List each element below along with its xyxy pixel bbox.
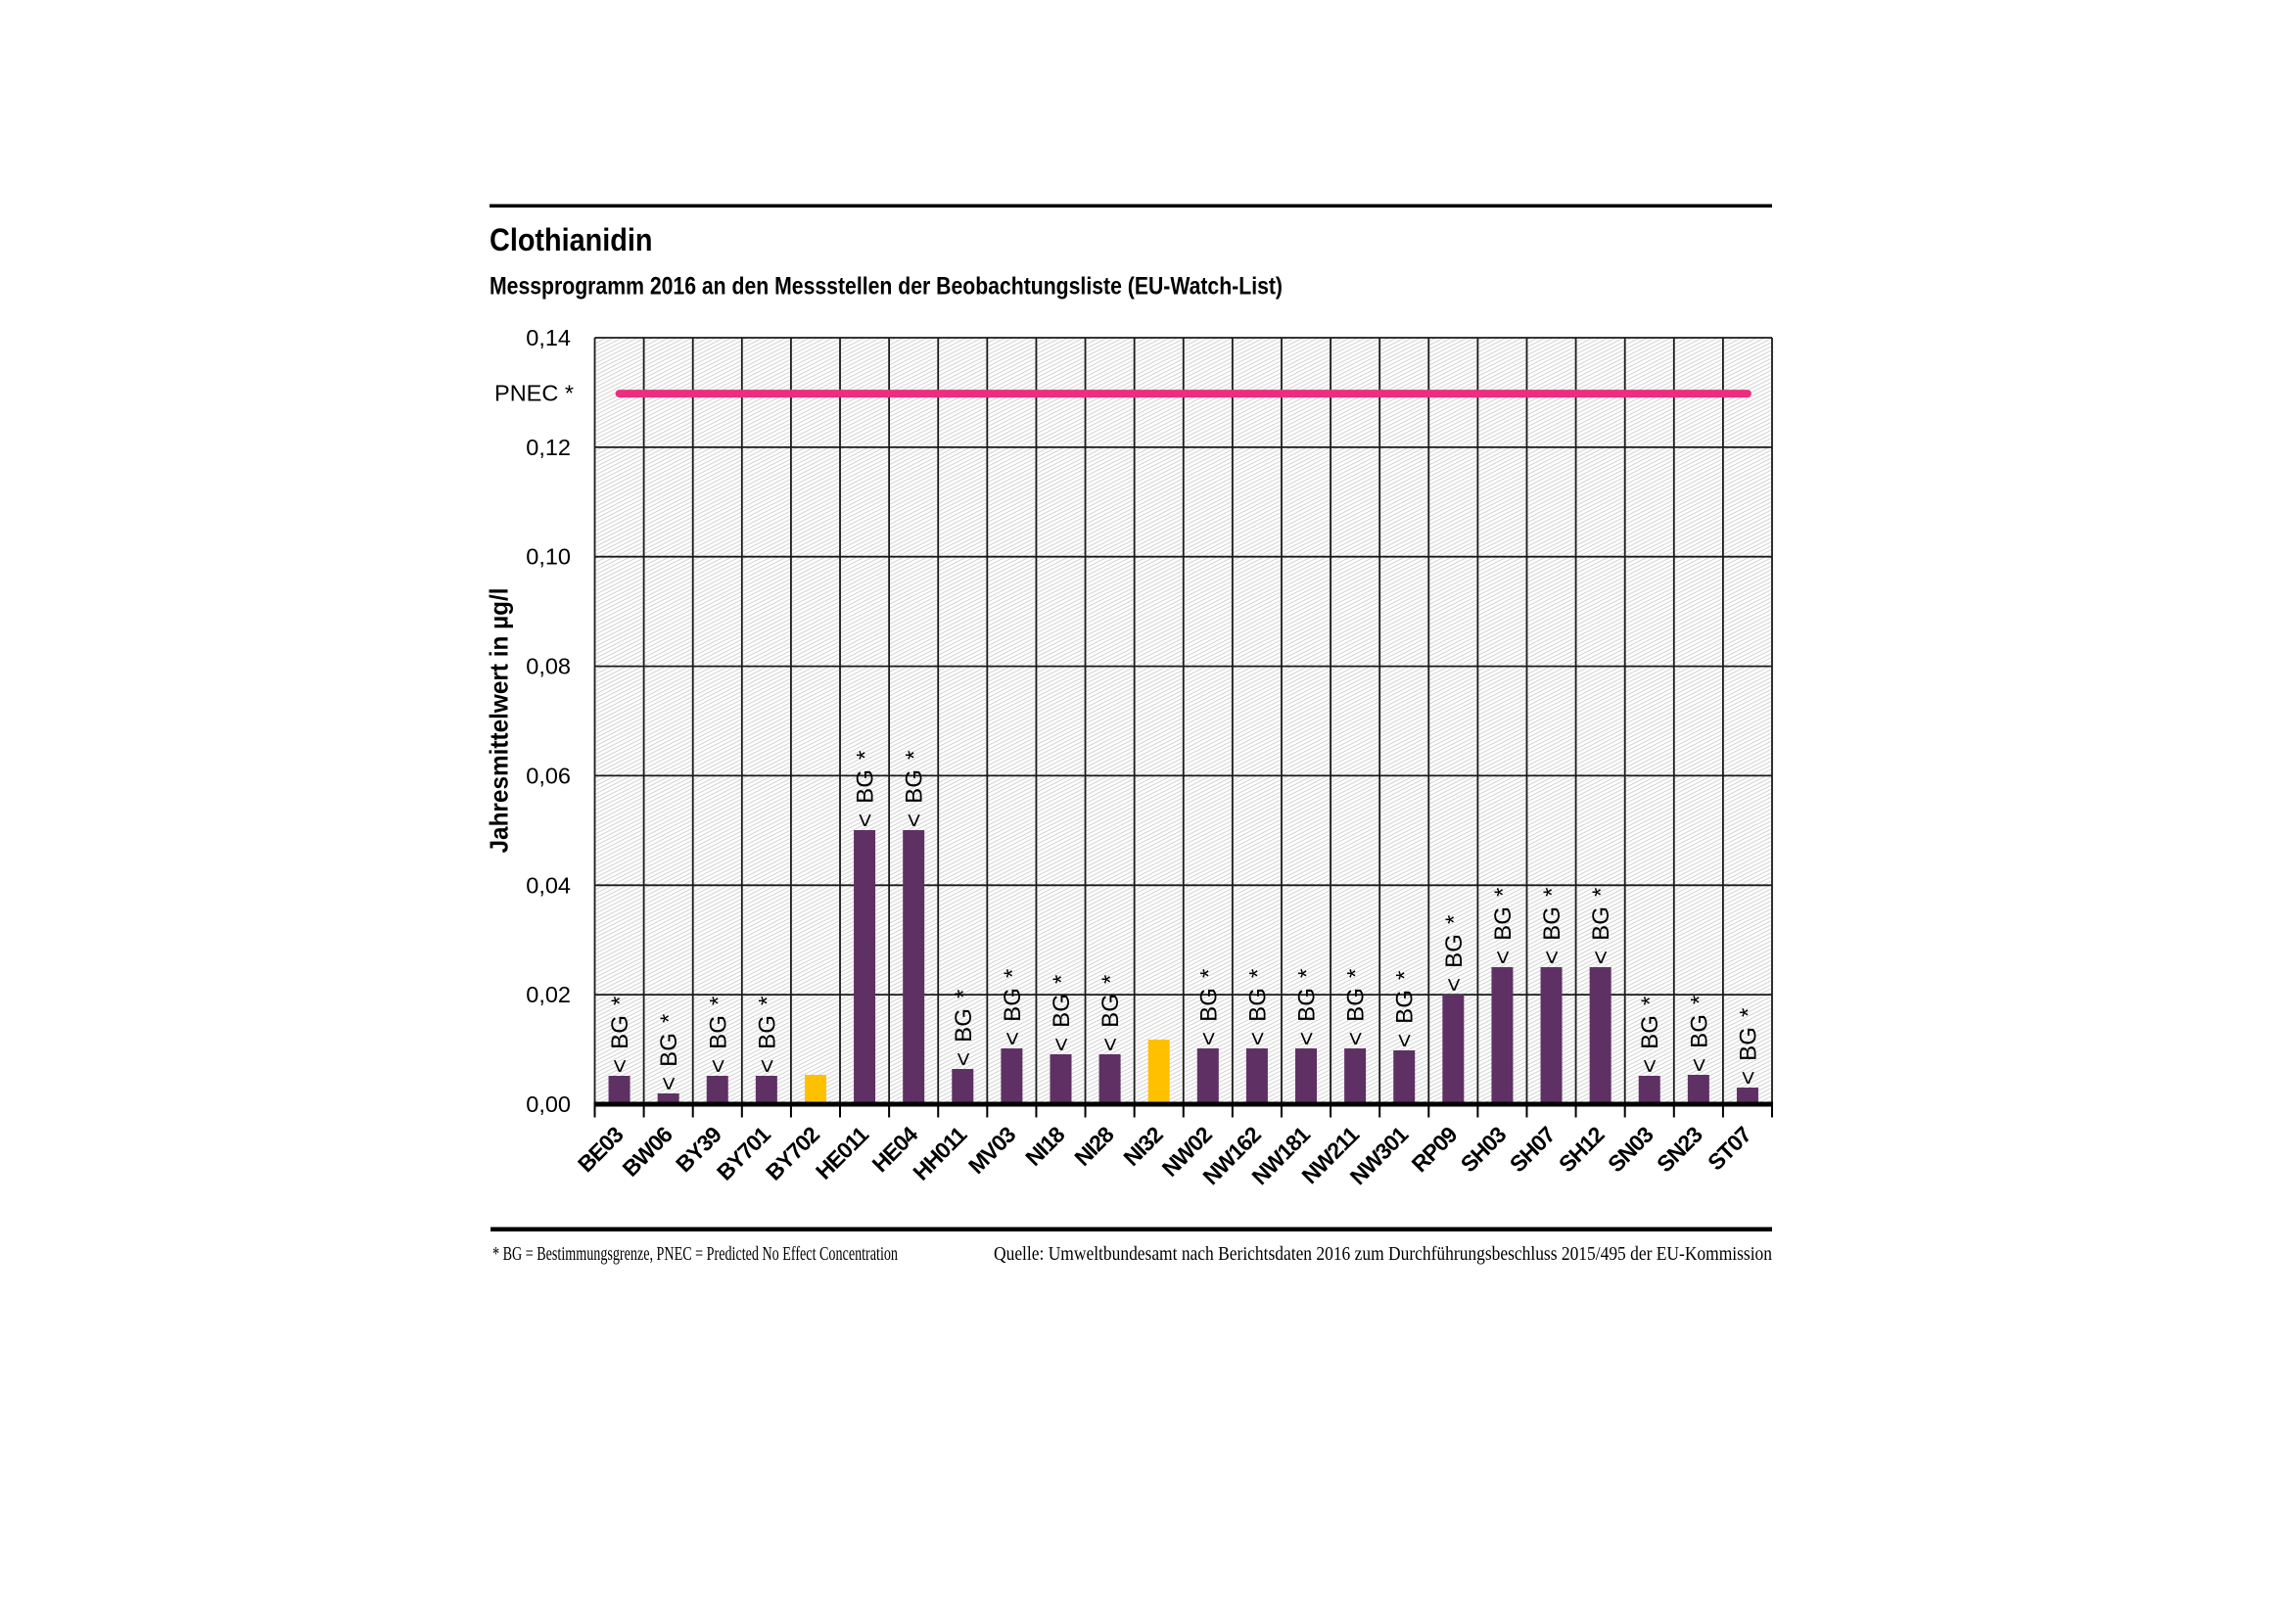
svg-text:< BG *: < BG *: [1294, 969, 1321, 1045]
svg-text:< BG *: < BG *: [902, 751, 928, 827]
svg-text:< BG *: < BG *: [1244, 969, 1271, 1045]
svg-text:< BG *: < BG *: [1392, 971, 1419, 1047]
svg-text:< BG *: < BG *: [1195, 969, 1222, 1045]
svg-text:< BG *: < BG *: [754, 997, 780, 1073]
svg-text:< BG *: < BG *: [1735, 1008, 1761, 1085]
svg-text:< BG *: < BG *: [1441, 915, 1468, 992]
svg-text:< BG *: < BG *: [1588, 888, 1614, 964]
svg-text:0,14: 0,14: [526, 325, 571, 350]
svg-text:0,08: 0,08: [526, 654, 571, 679]
svg-text:Jahresmittelwert in µg/l: Jahresmittelwert in µg/l: [485, 588, 514, 854]
svg-text:< BG *: < BG *: [607, 997, 633, 1073]
svg-text:0,06: 0,06: [526, 763, 571, 788]
svg-text:< BG *: < BG *: [853, 751, 879, 827]
svg-text:< BG *: < BG *: [1000, 969, 1026, 1045]
svg-text:Clothianidin: Clothianidin: [490, 222, 653, 257]
svg-text:0,02: 0,02: [526, 982, 571, 1007]
svg-text:< BG *: < BG *: [705, 997, 731, 1073]
svg-text:< BG *: < BG *: [1637, 997, 1663, 1073]
svg-text:PNEC *: PNEC *: [494, 380, 574, 405]
svg-text:< BG *: < BG *: [1343, 969, 1370, 1045]
svg-text:< BG *: < BG *: [1098, 975, 1124, 1051]
svg-text:< BG *: < BG *: [951, 990, 977, 1066]
svg-text:0,12: 0,12: [526, 435, 571, 460]
svg-text:Messprogramm 2016 an den Messs: Messprogramm 2016 an den Messstellen der…: [490, 273, 1283, 301]
svg-text:Quelle: Umweltbundesamt nach B: Quelle: Umweltbundesamt nach Berichtsdat…: [994, 1244, 1772, 1265]
svg-text:0,10: 0,10: [526, 544, 571, 570]
svg-text:0,04: 0,04: [526, 872, 571, 898]
svg-text:0,00: 0,00: [526, 1091, 571, 1117]
svg-text:< BG *: < BG *: [1686, 996, 1712, 1072]
svg-text:< BG *: < BG *: [1490, 888, 1517, 964]
svg-text:< BG *: < BG *: [656, 1014, 682, 1090]
svg-text:* BG = Bestimmungsgrenze, PNEC: * BG = Bestimmungsgrenze, PNEC = Predict…: [492, 1244, 898, 1265]
svg-text:< BG *: < BG *: [1049, 975, 1075, 1051]
svg-text:< BG *: < BG *: [1539, 888, 1565, 964]
